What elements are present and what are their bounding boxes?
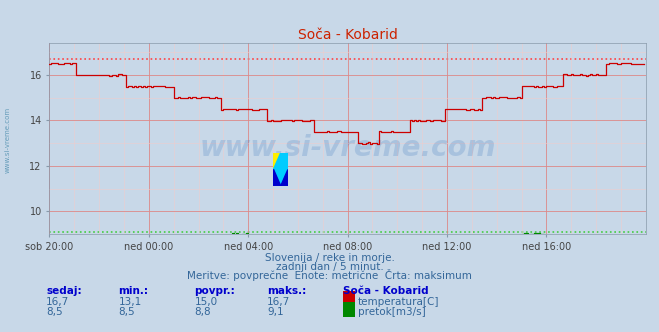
Polygon shape <box>273 153 288 186</box>
Text: 9,1: 9,1 <box>267 307 283 317</box>
Text: Meritve: povprečne  Enote: metrične  Črta: maksimum: Meritve: povprečne Enote: metrične Črta:… <box>187 269 472 281</box>
Text: temperatura[C]: temperatura[C] <box>358 297 440 307</box>
Text: pretok[m3/s]: pretok[m3/s] <box>358 307 426 317</box>
Text: www.si-vreme.com: www.si-vreme.com <box>200 134 496 162</box>
Polygon shape <box>273 169 281 186</box>
Text: 16,7: 16,7 <box>267 297 290 307</box>
Text: 8,8: 8,8 <box>194 307 211 317</box>
Text: 8,5: 8,5 <box>46 307 63 317</box>
Text: povpr.:: povpr.: <box>194 286 235 296</box>
Polygon shape <box>281 169 288 186</box>
Text: 13,1: 13,1 <box>119 297 142 307</box>
Text: 16,7: 16,7 <box>46 297 69 307</box>
Text: zadnji dan / 5 minut.: zadnji dan / 5 minut. <box>275 262 384 272</box>
Text: sedaj:: sedaj: <box>46 286 82 296</box>
Text: maks.:: maks.: <box>267 286 306 296</box>
Text: Slovenija / reke in morje.: Slovenija / reke in morje. <box>264 253 395 263</box>
Text: Soča - Kobarid: Soča - Kobarid <box>343 286 428 296</box>
Title: Soča - Kobarid: Soča - Kobarid <box>298 28 397 42</box>
Polygon shape <box>273 153 281 169</box>
Text: min.:: min.: <box>119 286 149 296</box>
Text: www.si-vreme.com: www.si-vreme.com <box>5 106 11 173</box>
Text: 8,5: 8,5 <box>119 307 135 317</box>
Polygon shape <box>281 153 288 169</box>
Text: 15,0: 15,0 <box>194 297 217 307</box>
